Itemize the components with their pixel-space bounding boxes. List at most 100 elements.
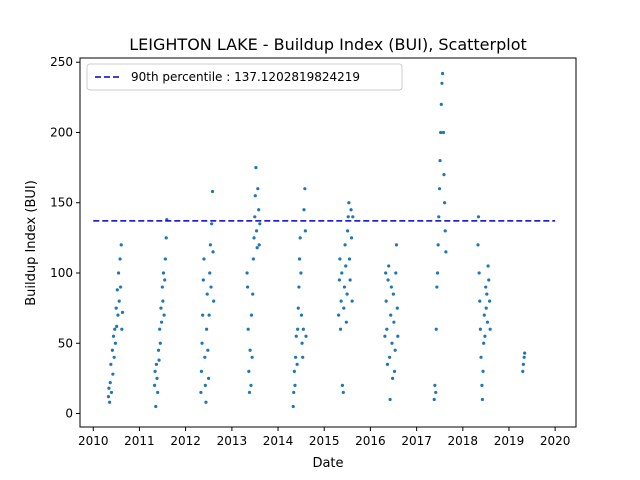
data-point [296, 306, 300, 310]
data-point [116, 313, 120, 317]
data-point [119, 285, 123, 289]
data-point [395, 306, 399, 310]
data-point [385, 362, 390, 366]
data-point [207, 376, 211, 380]
x-tick-label: 2017 [401, 434, 432, 448]
data-point [338, 327, 343, 331]
data-point [211, 250, 215, 254]
data-point [257, 243, 261, 247]
data-point [387, 355, 392, 359]
data-point [485, 320, 490, 324]
data-point [111, 334, 116, 338]
data-point [337, 313, 341, 317]
data-point [388, 397, 392, 402]
data-point [209, 285, 213, 289]
data-point [301, 327, 305, 331]
data-point [154, 404, 158, 409]
data-point [201, 278, 205, 282]
data-point [351, 215, 355, 219]
data-point [435, 285, 439, 289]
data-point [203, 383, 207, 388]
data-point [212, 299, 216, 303]
y-tick-label: 250 [50, 55, 73, 69]
data-point [442, 173, 446, 177]
data-point [391, 376, 395, 380]
data-point [245, 271, 249, 275]
data-point [117, 299, 121, 303]
data-point [340, 271, 344, 275]
data-point [485, 292, 489, 296]
x-tick-label: 2011 [124, 434, 155, 448]
data-point [436, 243, 440, 247]
points-layer [106, 71, 527, 409]
data-point [433, 383, 437, 388]
data-point [247, 390, 252, 395]
data-point [481, 369, 485, 373]
legend-box [86, 63, 403, 91]
data-point [257, 208, 261, 212]
data-point [384, 299, 388, 303]
data-point [159, 320, 164, 324]
data-point [154, 362, 158, 366]
data-point [201, 313, 205, 317]
data-point [303, 187, 307, 191]
data-point [443, 229, 447, 233]
x-tick-label: 2016 [355, 434, 386, 448]
data-point [210, 189, 215, 194]
data-point [249, 383, 253, 388]
data-point [482, 313, 486, 317]
data-point [120, 310, 125, 314]
data-point [394, 271, 398, 275]
data-point [479, 355, 483, 359]
data-point [392, 320, 396, 324]
data-point [202, 257, 206, 261]
data-point [292, 390, 296, 395]
data-point [158, 327, 162, 331]
data-point [109, 390, 114, 395]
data-point [483, 334, 487, 338]
data-point [439, 130, 443, 135]
data-point [441, 130, 446, 135]
data-point [344, 264, 348, 268]
data-point [482, 341, 486, 345]
data-point [432, 397, 436, 402]
x-tick-label: 2019 [494, 434, 525, 448]
data-point [208, 271, 212, 275]
data-point [386, 278, 390, 282]
data-point [340, 383, 345, 388]
data-point [392, 369, 397, 373]
data-point [346, 229, 350, 233]
data-point [349, 236, 354, 240]
data-point [477, 271, 481, 275]
data-point [304, 334, 308, 338]
data-point [299, 271, 303, 275]
x-tick-label: 2010 [78, 434, 109, 448]
data-point [297, 257, 302, 261]
data-point [113, 341, 118, 345]
data-point [296, 327, 300, 331]
data-point [245, 285, 250, 289]
data-point [521, 369, 525, 373]
data-point [383, 334, 387, 338]
data-point [294, 334, 298, 338]
data-point [292, 369, 296, 373]
data-point [484, 285, 488, 289]
data-point [199, 369, 204, 373]
data-point [256, 187, 260, 191]
data-point [114, 306, 118, 310]
data-point [120, 327, 124, 331]
data-point [204, 400, 208, 404]
data-point [298, 236, 302, 240]
data-point [437, 215, 441, 219]
data-point [478, 299, 482, 303]
x-tick-label: 2013 [217, 434, 248, 448]
data-point [476, 215, 481, 219]
y-axis-label: Buildup Index (BUI) [24, 180, 39, 306]
data-point [251, 257, 255, 261]
data-point [394, 243, 399, 247]
x-axis-label: Date [312, 456, 343, 471]
x-tick-label: 2020 [540, 434, 571, 448]
data-point [160, 285, 164, 289]
data-point [396, 334, 400, 338]
